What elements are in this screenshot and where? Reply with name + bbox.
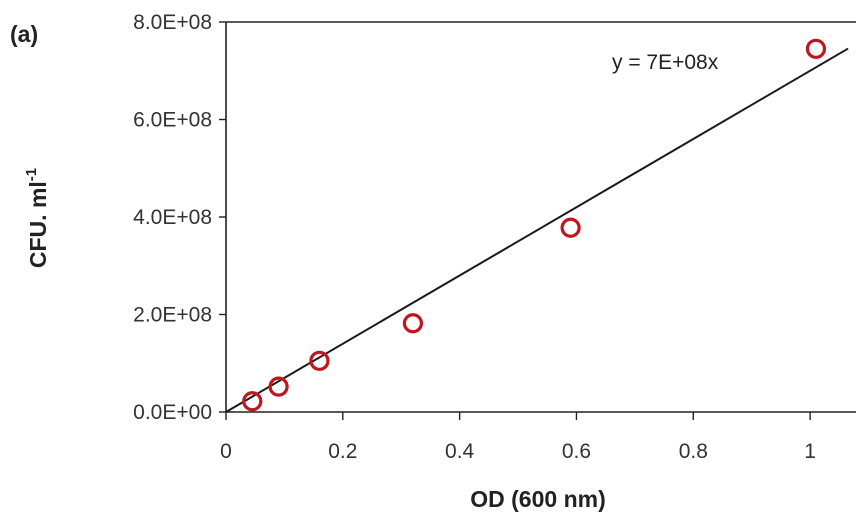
- y-tick-label: 8.0E+08: [133, 11, 212, 34]
- x-tick-label: 0.4: [445, 440, 475, 463]
- y-axis-title-main: CFU. ml: [25, 181, 51, 268]
- y-tick-label: 0.0E+00: [133, 401, 212, 424]
- data-point: [242, 391, 263, 412]
- data-point: [805, 38, 827, 59]
- data-point: [560, 217, 581, 238]
- y-tick-label: 6.0E+08: [133, 109, 212, 132]
- data-point: [309, 350, 330, 371]
- x-tick-label: 0.2: [328, 440, 357, 463]
- data-point: [402, 313, 424, 334]
- y-axis-title: CFU. ml-1: [23, 168, 51, 268]
- x-tick-label: 0: [220, 440, 232, 463]
- trendline-equation: y = 7E+08x: [612, 51, 719, 74]
- x-tick-label: 0.6: [562, 440, 591, 463]
- x-axis-title: OD (600 nm): [470, 486, 605, 512]
- trendline: [225, 47, 849, 413]
- y-tick-label: 2.0E+08: [133, 304, 212, 327]
- panel-label: (a): [10, 21, 38, 47]
- x-tick-label: 0.8: [679, 440, 708, 463]
- y-tick-label: 4.0E+08: [133, 206, 212, 229]
- y-axis-title-sup: -1: [23, 168, 40, 181]
- data-point: [268, 376, 289, 397]
- x-tick-label: 1: [804, 440, 816, 463]
- svg-text:CFU. ml-1: CFU. ml-1: [23, 168, 51, 268]
